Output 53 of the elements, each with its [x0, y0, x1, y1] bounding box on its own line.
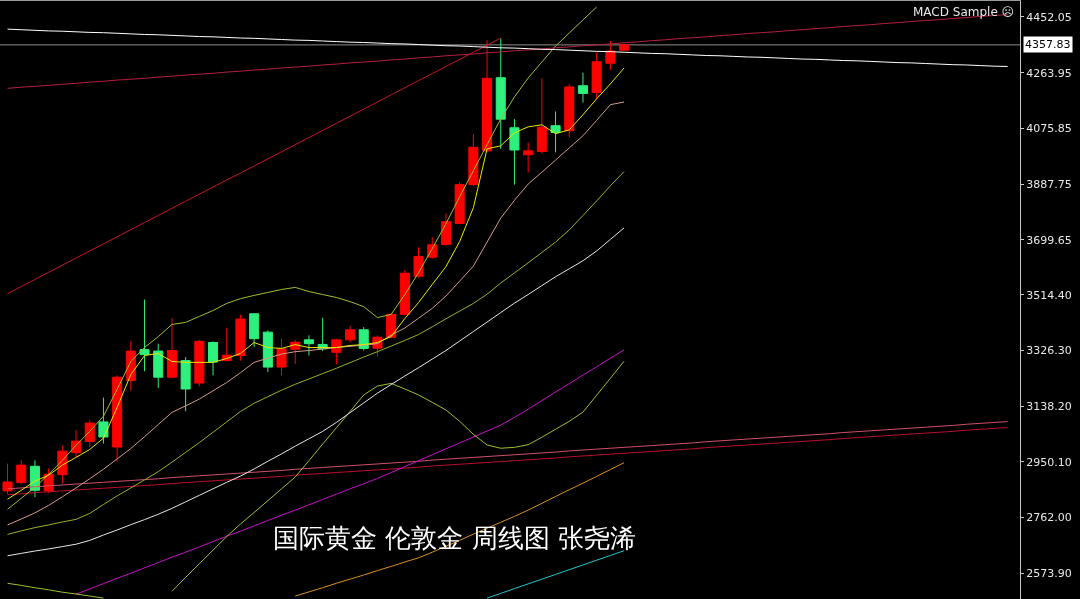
candlestick [2, 463, 13, 495]
candlestick [194, 339, 205, 387]
candlestick [345, 325, 356, 343]
candlestick [564, 83, 575, 139]
candlestick [16, 459, 27, 485]
candlestick [112, 374, 123, 463]
ref-line-label: 4357.83 [1025, 38, 1071, 51]
candlestick [550, 110, 561, 153]
candlestick [495, 37, 506, 150]
candlestick [262, 329, 273, 373]
y-tick-label: 4263.95 [1026, 66, 1072, 80]
candlestick [454, 181, 465, 225]
line-series [486, 550, 625, 599]
line-series [7, 28, 1009, 67]
annotation: 国际黄金 伦敦金 周线图 张尧浠 [273, 523, 636, 553]
candlestick [440, 212, 451, 247]
line-series [7, 6, 598, 510]
annotation: MACD Sample ☹ [913, 5, 1015, 19]
y-tick-label: 4075.85 [1026, 122, 1072, 136]
y-tick-label: 4452.05 [1026, 10, 1072, 24]
line-series [7, 421, 1009, 490]
candlestick [413, 246, 424, 279]
y-tick-label: 3699.65 [1026, 233, 1072, 247]
candlestick [249, 312, 260, 348]
candlestick [153, 343, 164, 389]
candlestick [276, 338, 287, 376]
y-tick-label: 3887.75 [1026, 177, 1072, 191]
candlestick [235, 314, 246, 362]
candlestick [180, 356, 191, 412]
candlestick [536, 77, 547, 155]
candlestick [482, 39, 493, 153]
y-tick-label: 3138.20 [1026, 399, 1072, 413]
candlestick [468, 133, 479, 187]
candlestick [591, 52, 602, 100]
line-series [7, 427, 1009, 496]
candlestick [399, 269, 410, 316]
candlestick [208, 340, 219, 376]
line-series [7, 37, 502, 295]
y-tick-label: 2573.90 [1026, 567, 1072, 581]
candlestick [577, 72, 588, 104]
candlestick [605, 40, 616, 71]
candlestick [139, 299, 150, 372]
candlestick [619, 43, 630, 52]
candlestick [303, 334, 314, 357]
y-tick-label: 2762.00 [1026, 511, 1072, 525]
candlestick [84, 419, 95, 448]
y-tick-label: 3326.30 [1026, 344, 1072, 358]
candlestick [98, 397, 109, 444]
y-tick-label: 2950.10 [1026, 455, 1072, 469]
candlestick [166, 317, 177, 379]
y-tick-label: 3514.40 [1026, 288, 1072, 302]
candlestick [509, 118, 520, 186]
candlestick [523, 142, 534, 173]
